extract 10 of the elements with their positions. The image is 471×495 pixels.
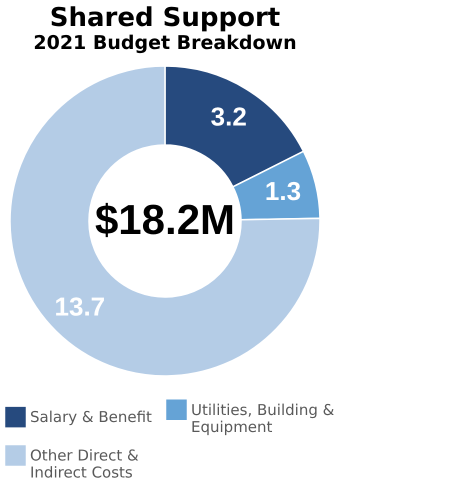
legend-label: Utilities, Building & Equipment [191, 400, 335, 436]
data-label: 1.3 [264, 176, 302, 206]
donut-slice [9, 65, 321, 377]
legend-label: Other Direct & Indirect Costs [30, 446, 140, 482]
chart-title: Shared Support [50, 3, 280, 33]
data-label: 13.7 [54, 292, 106, 322]
data-label: 3.2 [210, 102, 247, 132]
chart-subtitle: 2021 Budget Breakdown [33, 32, 297, 54]
legend-label: Salary & Benefit [30, 408, 152, 426]
text: $18.2M [94, 196, 236, 243]
